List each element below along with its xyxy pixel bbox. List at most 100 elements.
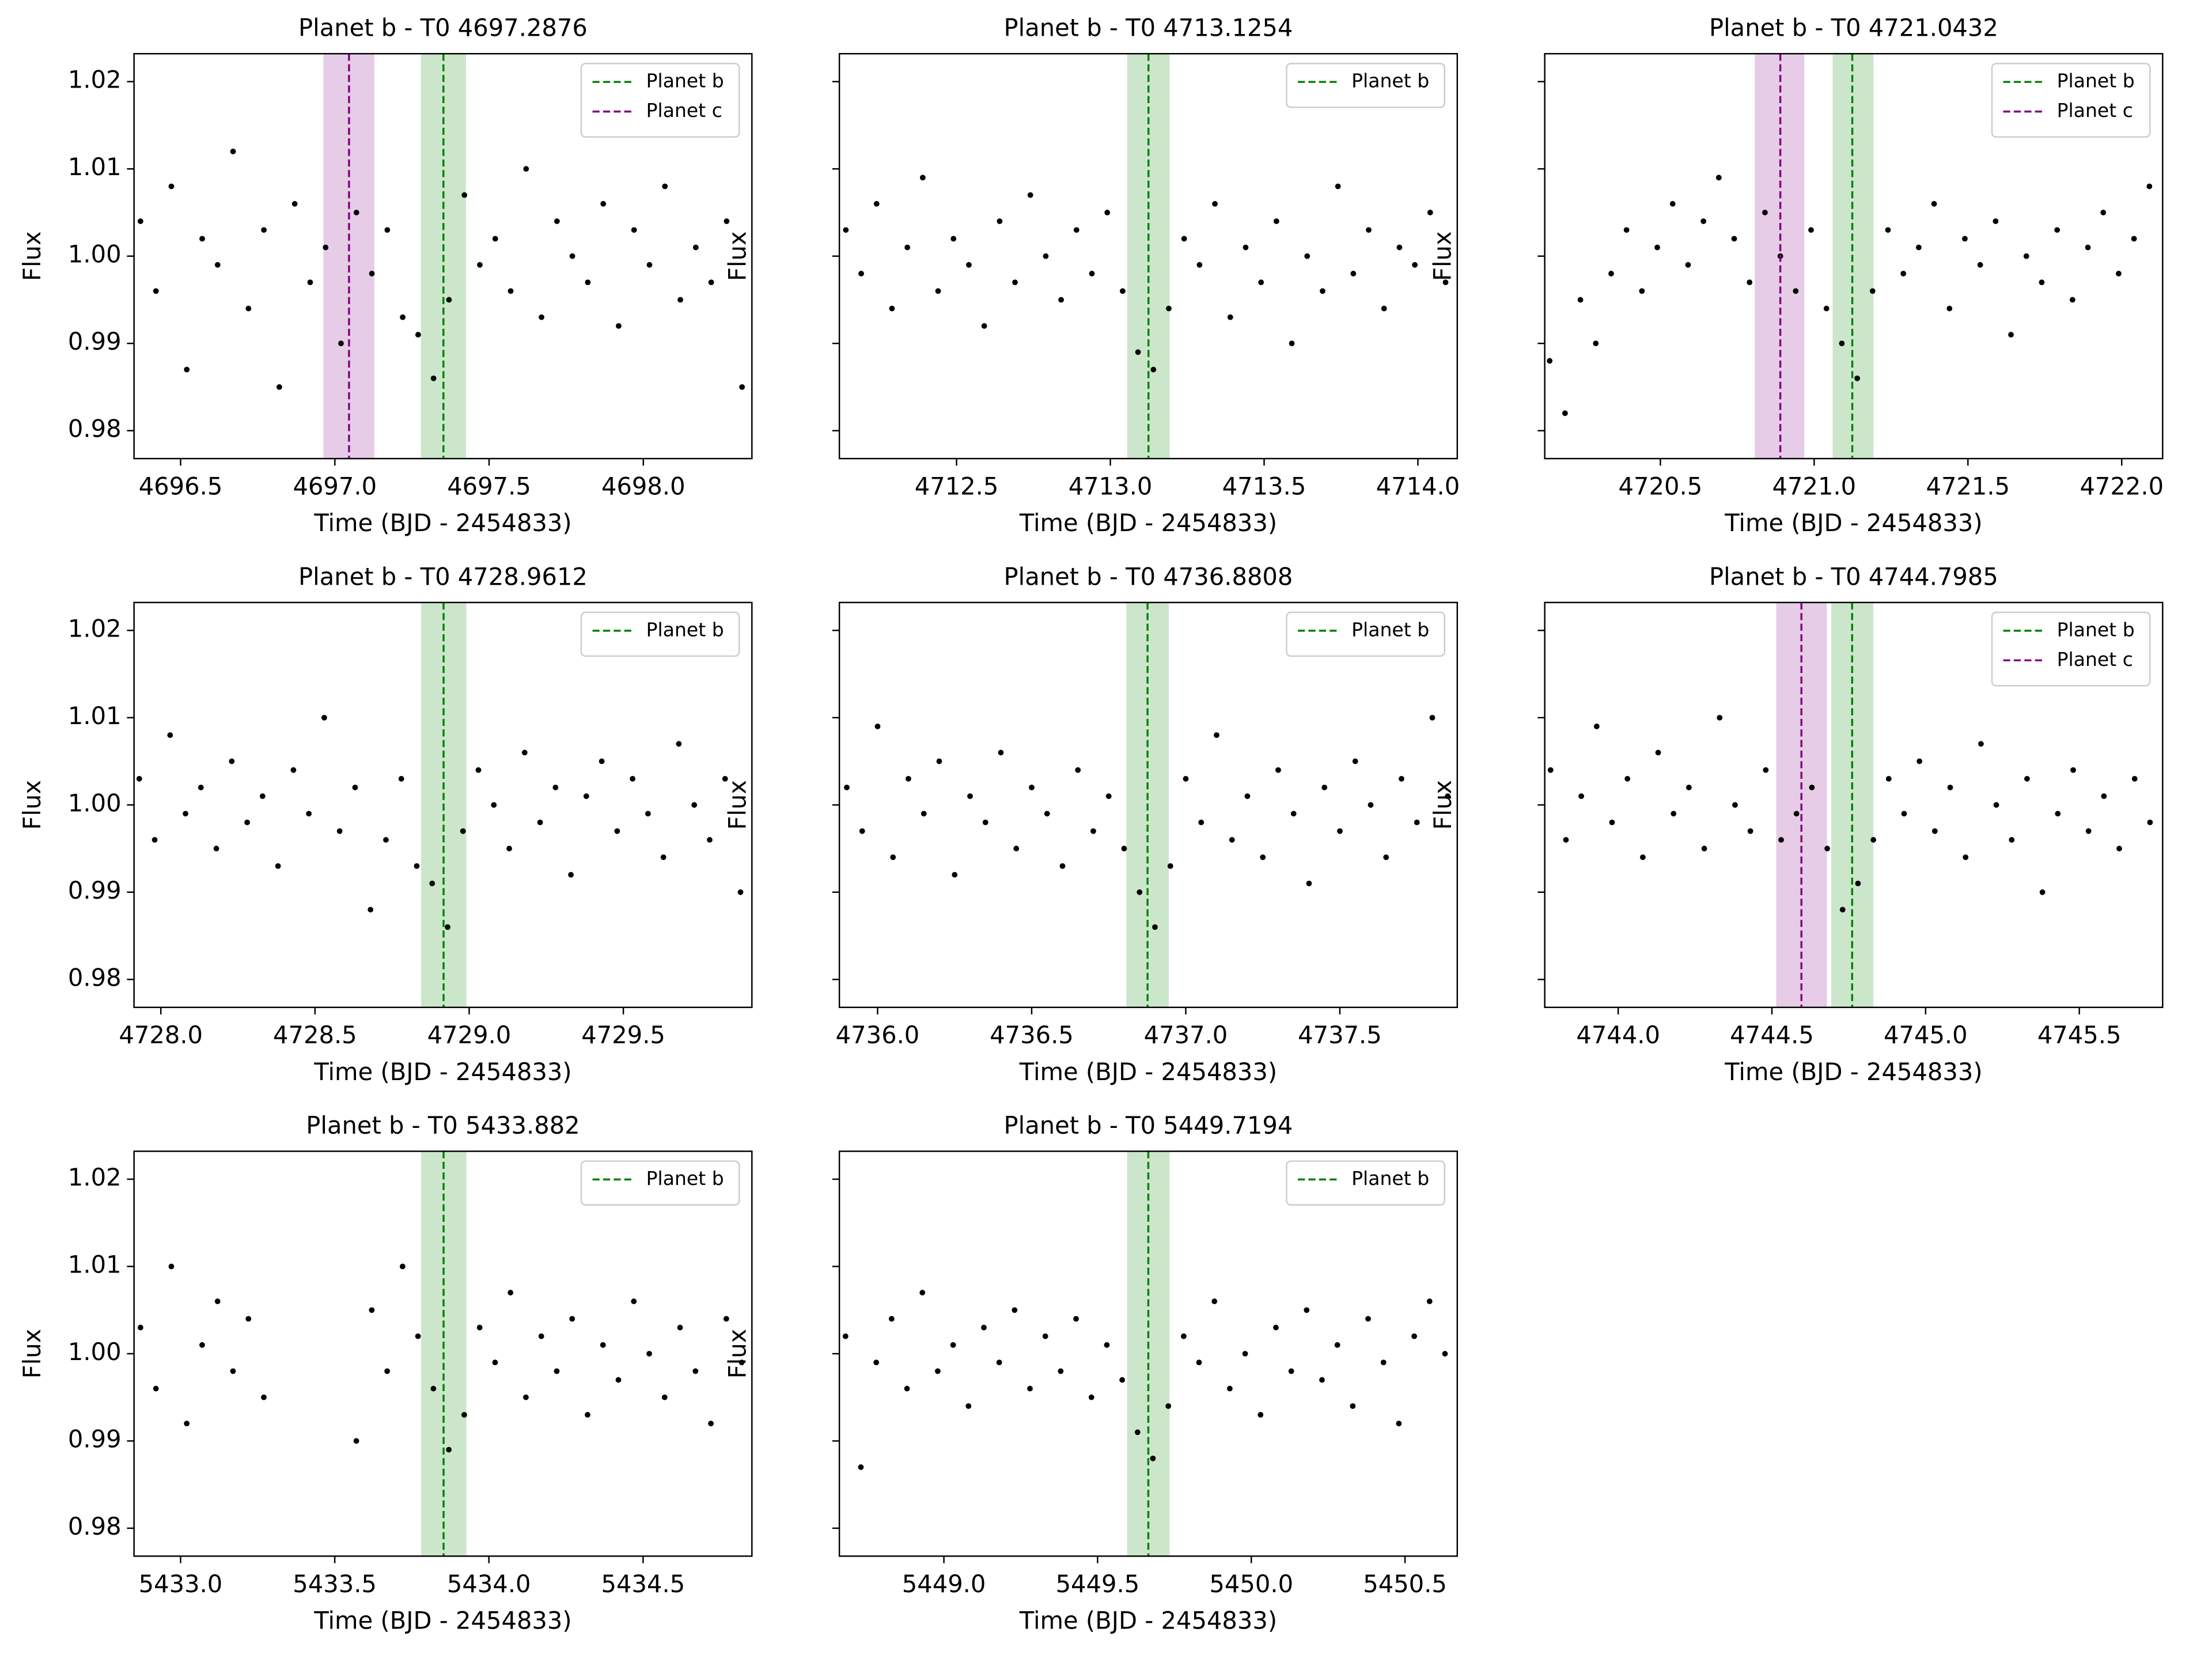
data-point xyxy=(338,340,344,347)
data-point xyxy=(1414,819,1420,825)
data-point xyxy=(1916,758,1923,764)
legend-label: Planet b xyxy=(646,1167,724,1190)
data-point xyxy=(2101,793,2107,800)
data-point xyxy=(1059,863,1066,869)
data-point xyxy=(2023,253,2029,259)
subplot: 4744.0 4744.5 4745.0 4745.5 Planet b - T0 47… xyxy=(1429,562,2164,1086)
data-point xyxy=(1885,227,1891,233)
data-point xyxy=(1104,210,1111,215)
data-point xyxy=(1165,1403,1172,1409)
data-point xyxy=(1350,1403,1356,1409)
data-point xyxy=(2069,297,2075,303)
data-point xyxy=(569,1316,575,1322)
data-point xyxy=(1119,1377,1126,1383)
data-point xyxy=(1027,1385,1033,1392)
data-point xyxy=(614,828,620,834)
data-point xyxy=(1121,846,1127,851)
plot-area xyxy=(136,602,744,1008)
data-point xyxy=(1655,749,1661,756)
data-point xyxy=(1793,288,1799,294)
data-point xyxy=(1013,846,1020,851)
data-point xyxy=(859,828,865,834)
data-point xyxy=(460,828,466,834)
data-point xyxy=(353,1438,359,1444)
data-point xyxy=(476,1324,483,1331)
data-point xyxy=(523,1394,529,1400)
y-tick-label: 1.02 xyxy=(68,66,122,94)
y-tick-label: 1.01 xyxy=(68,1250,122,1278)
x-tick-label: 4696.5 xyxy=(139,472,223,501)
data-point xyxy=(230,148,236,154)
data-point xyxy=(1396,1421,1402,1427)
data-point xyxy=(737,889,744,895)
data-point xyxy=(1763,767,1769,773)
data-point xyxy=(950,1342,956,1348)
subplot: 4728.0 4728.5 4729.0 4729.5 0.98 0.99 1.00 1.01… xyxy=(18,562,753,1086)
data-point xyxy=(1855,880,1861,887)
data-point xyxy=(2085,828,2092,834)
data-point xyxy=(1931,200,1937,207)
data-point xyxy=(506,846,512,851)
y-tick-label: 1.00 xyxy=(68,240,122,268)
data-point xyxy=(1273,218,1279,224)
legend-label: Planet b xyxy=(646,70,724,92)
data-point xyxy=(492,1359,498,1366)
x-tick-label: 4744.0 xyxy=(1576,1021,1660,1049)
data-point xyxy=(890,854,896,861)
y-tick-label: 1.01 xyxy=(68,702,122,730)
x-tick-label: 4728.5 xyxy=(273,1021,357,1049)
data-point xyxy=(2131,775,2138,782)
data-point xyxy=(399,1263,406,1270)
plot-area xyxy=(842,1151,1448,1556)
data-point xyxy=(662,183,668,190)
data-point xyxy=(261,227,267,233)
data-point xyxy=(1226,1385,1233,1392)
subplot-title: Planet b - T0 4736.8808 xyxy=(1004,562,1293,590)
data-point xyxy=(1963,854,1969,861)
data-point xyxy=(1931,828,1938,834)
data-point xyxy=(1578,793,1585,800)
data-point xyxy=(1962,236,1968,242)
x-tick-label: 5434.0 xyxy=(447,1570,531,1598)
data-point xyxy=(2070,767,2076,773)
data-point xyxy=(2054,227,2061,233)
data-point xyxy=(631,227,637,233)
data-point xyxy=(1012,279,1018,286)
data-point xyxy=(1442,279,1449,286)
subplot-title: Planet b - T0 4744.7985 xyxy=(1709,562,1998,590)
legend-label: Planet b xyxy=(1351,618,1429,641)
data-point xyxy=(1442,1351,1448,1357)
data-point xyxy=(1411,1333,1417,1339)
data-point xyxy=(492,236,498,242)
legend: Planet b Planet c xyxy=(580,63,740,138)
x-tick-label: 5433.5 xyxy=(293,1570,377,1598)
data-point xyxy=(569,253,575,259)
data-point xyxy=(873,1359,880,1366)
data-point xyxy=(904,1385,910,1392)
data-point xyxy=(554,1368,560,1374)
data-point xyxy=(153,288,159,294)
data-point xyxy=(904,244,911,251)
data-point xyxy=(1731,236,1737,242)
data-point xyxy=(631,1298,637,1304)
subplot: 5433.0 5433.5 5434.0 5434.5 0.98 0.99 1.00 1.01… xyxy=(18,1111,753,1635)
x-tick-label: 4714.0 xyxy=(1376,472,1460,501)
data-point xyxy=(507,1290,514,1296)
data-point xyxy=(199,1342,205,1348)
data-point xyxy=(1334,1342,1340,1348)
data-point xyxy=(998,749,1004,756)
y-tick-label: 1.00 xyxy=(68,1338,122,1366)
data-point xyxy=(475,767,482,773)
data-point xyxy=(1380,1359,1387,1366)
legend-label: Planet b xyxy=(2057,70,2135,92)
data-point xyxy=(935,288,941,294)
legend-label: Planet c xyxy=(646,99,722,122)
data-point xyxy=(967,793,973,800)
x-tick-label: 4744.5 xyxy=(1730,1021,1814,1049)
data-point xyxy=(1547,767,1554,773)
data-point xyxy=(2131,236,2137,242)
data-point xyxy=(738,1359,745,1366)
data-point xyxy=(1227,314,1233,320)
data-point xyxy=(1824,846,1830,851)
data-point xyxy=(2039,889,2046,895)
